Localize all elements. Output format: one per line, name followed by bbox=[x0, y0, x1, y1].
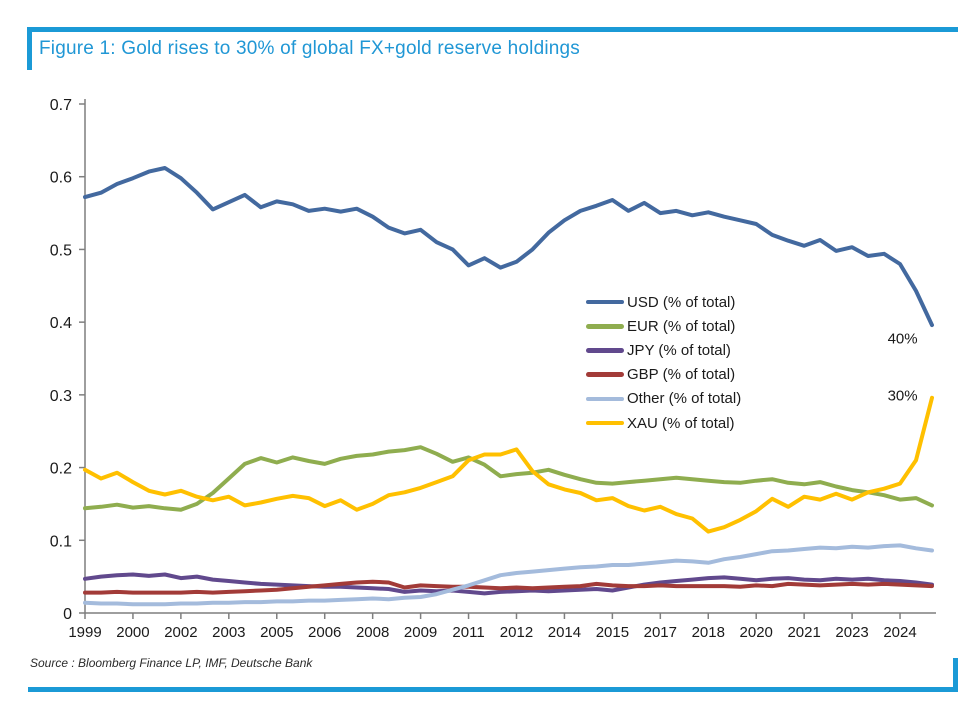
legend-label-eur: EUR (% of total) bbox=[627, 317, 736, 335]
x-tick-label: 2000 bbox=[116, 624, 149, 641]
x-tick-label: 2024 bbox=[883, 624, 916, 641]
legend-item-usd: USD (% of total) bbox=[586, 290, 741, 314]
y-tick-label: 0.7 bbox=[50, 97, 72, 114]
legend-item-xau: XAU (% of total) bbox=[586, 411, 741, 435]
y-tick-label: 0.1 bbox=[50, 533, 72, 550]
series-line-gbp bbox=[83, 579, 934, 595]
x-tick-label: 2015 bbox=[596, 624, 629, 641]
x-tick-label: 2014 bbox=[548, 624, 581, 641]
legend-label-usd: USD (% of total) bbox=[627, 293, 736, 311]
legend-swatch-other bbox=[586, 396, 624, 402]
y-tick-label: 0.2 bbox=[50, 461, 72, 478]
annotation-40pct: 40% bbox=[887, 330, 918, 348]
source-note: Source : Bloomberg Finance LP, IMF, Deut… bbox=[30, 656, 313, 670]
x-tick-label: 2020 bbox=[740, 624, 773, 641]
legend-item-gbp: GBP (% of total) bbox=[586, 363, 741, 387]
y-tick-label: 0 bbox=[63, 606, 72, 623]
y-tick-label: 0.3 bbox=[50, 388, 72, 405]
legend-label-other: Other (% of total) bbox=[627, 390, 742, 408]
frame-right-border bbox=[953, 658, 958, 692]
legend-item-eur: EUR (% of total) bbox=[586, 314, 741, 338]
series-line-jpy bbox=[83, 572, 934, 596]
frame-left-border bbox=[27, 27, 32, 70]
series-line-xau bbox=[83, 395, 934, 534]
legend-item-jpy: JPY (% of total) bbox=[586, 338, 741, 362]
x-tick-label: 2003 bbox=[212, 624, 245, 641]
legend-item-other: Other (% of total) bbox=[586, 387, 741, 411]
x-tick-label: 2009 bbox=[404, 624, 437, 641]
x-tick-label: 1999 bbox=[68, 624, 101, 641]
legend-swatch-xau bbox=[586, 420, 624, 426]
x-tick-label: 2021 bbox=[787, 624, 820, 641]
x-tick-label: 2002 bbox=[164, 624, 197, 641]
x-tick-label: 2011 bbox=[452, 624, 484, 641]
y-tick-label: 0.6 bbox=[50, 170, 72, 187]
frame-top-border bbox=[27, 27, 958, 32]
legend-swatch-usd bbox=[586, 299, 624, 305]
figure-title: Figure 1: Gold rises to 30% of global FX… bbox=[39, 38, 580, 59]
series-line-eur bbox=[83, 445, 934, 512]
legend-label-gbp: GBP (% of total) bbox=[627, 366, 736, 384]
series-line-other bbox=[83, 543, 934, 607]
x-tick-label: 2006 bbox=[308, 624, 341, 641]
x-tick-label: 2005 bbox=[260, 624, 293, 641]
legend-swatch-jpy bbox=[586, 348, 624, 353]
frame-bottom-border bbox=[28, 687, 958, 692]
x-tick-label: 2023 bbox=[835, 624, 868, 641]
legend-label-xau: XAU (% of total) bbox=[627, 414, 735, 432]
x-tick-label: 2018 bbox=[692, 624, 725, 641]
chart-legend: USD (% of total) EUR (% of total) JPY (%… bbox=[586, 290, 741, 435]
x-tick-label: 2012 bbox=[500, 624, 533, 641]
legend-swatch-gbp bbox=[586, 372, 624, 377]
y-tick-label: 0.4 bbox=[50, 315, 72, 332]
annotation-30pct: 30% bbox=[887, 387, 918, 405]
x-tick-label: 2008 bbox=[356, 624, 389, 641]
legend-label-jpy: JPY (% of total) bbox=[627, 341, 731, 359]
series-line-usd bbox=[83, 166, 934, 328]
x-tick-label: 2017 bbox=[644, 624, 677, 641]
y-tick-label: 0.5 bbox=[50, 242, 72, 259]
legend-swatch-eur bbox=[586, 324, 624, 329]
